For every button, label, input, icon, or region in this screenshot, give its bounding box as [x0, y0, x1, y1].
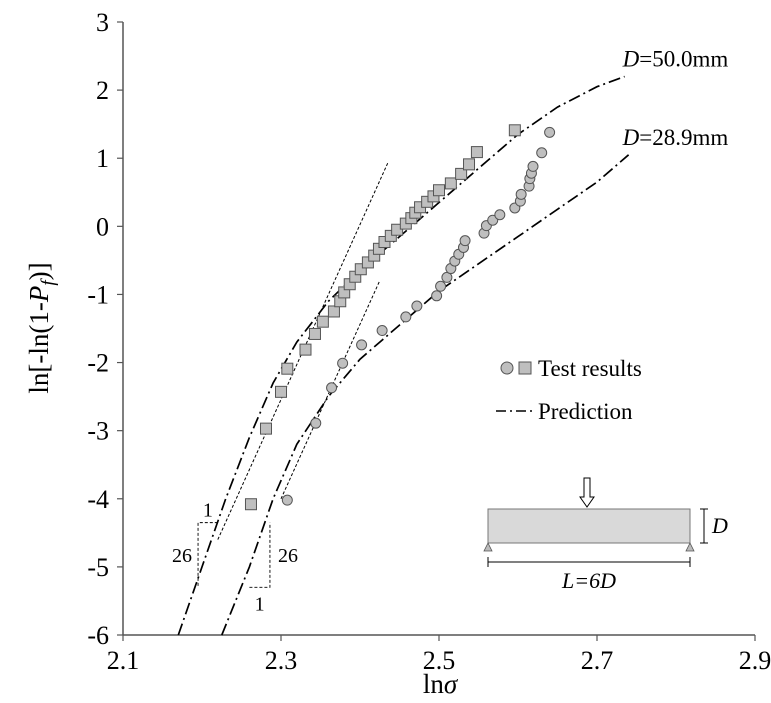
data-point-circle — [544, 126, 556, 138]
data-point-circle — [435, 280, 447, 292]
y-tick-label: -1 — [87, 280, 109, 309]
data-point-square — [463, 158, 476, 171]
data-point-square — [299, 343, 312, 356]
y-axis-title-pre: ln[-ln(1- — [24, 302, 54, 393]
y-axis-title-var: P — [24, 286, 54, 304]
data-point-square — [244, 498, 257, 511]
x-tick-label: 2.5 — [423, 646, 456, 675]
y-tick-label: -5 — [87, 553, 109, 582]
y-tick-label: -6 — [87, 621, 109, 650]
curve-label: D=50.0mm — [622, 46, 729, 71]
load-arrow-icon — [579, 477, 595, 508]
data-point-square — [508, 124, 521, 137]
y-tick-label: -2 — [87, 349, 109, 378]
y-tick-label: -3 — [87, 417, 109, 446]
legend-label-prediction: Prediction — [538, 399, 633, 424]
left-support-icon — [483, 542, 493, 552]
curve-label: D=28.9mm — [622, 125, 729, 150]
slope-run-label: 1 — [255, 593, 265, 615]
y-tick-label: 2 — [96, 76, 109, 105]
x-tick-label: 2.7 — [581, 646, 614, 675]
data-point-circle — [310, 417, 322, 429]
span-label: L=6D — [561, 568, 616, 593]
depth-label: D — [711, 513, 728, 538]
data-point-circle — [411, 300, 423, 312]
y-tick-label: 3 — [96, 8, 109, 37]
slope-triangle — [249, 522, 271, 588]
data-point-square — [384, 229, 397, 242]
y-axis-title-post: )] — [24, 262, 54, 280]
data-point-square — [361, 256, 374, 269]
slope-rise-label: 26 — [278, 545, 298, 567]
x-tick-label: 2.1 — [107, 646, 140, 675]
data-point-circle — [515, 188, 527, 200]
data-point-circle — [326, 382, 338, 394]
slope-triangle — [197, 522, 218, 588]
data-point-circle — [536, 147, 548, 159]
legend-square-marker — [518, 361, 532, 375]
data-point-square — [354, 263, 367, 276]
data-point-square — [378, 235, 391, 248]
beam-inset: D L=6D — [483, 477, 728, 593]
slope-rise-label: 26 — [172, 545, 192, 567]
data-point-square — [470, 146, 483, 159]
data-point-square — [316, 315, 329, 328]
x-axis-title-prefix: ln — [423, 669, 445, 699]
data-point-circle — [281, 494, 293, 506]
x-tick-label: 2.3 — [265, 646, 298, 675]
data-point-square — [433, 184, 445, 197]
data-point-square — [281, 362, 294, 375]
data-point-circle — [494, 209, 506, 221]
y-axis-ticks: 3 2 1 0 -1 -2 -3 -4 -5 -6 — [87, 8, 123, 650]
beam-body — [487, 508, 691, 544]
data-point-circle — [459, 235, 471, 247]
data-point-circle — [376, 325, 388, 337]
data-point-square — [308, 327, 321, 340]
series-markers — [244, 124, 556, 511]
y-tick-label: 0 — [96, 212, 109, 241]
y-axis-title: ln[-ln(1-Pf)] — [24, 262, 59, 393]
y-tick-label: 1 — [96, 144, 109, 173]
data-point-circle — [337, 357, 349, 369]
data-point-square — [275, 385, 287, 398]
x-axis-title-symbol: σ — [444, 669, 459, 699]
slope-triangles: 1 26 1 26 — [172, 500, 298, 616]
prediction-line — [221, 154, 630, 636]
data-point-circle — [527, 160, 539, 172]
legend-label-test-results: Test results — [538, 356, 642, 381]
data-point-square — [391, 223, 404, 236]
data-point-square — [259, 422, 272, 435]
right-support-icon — [685, 542, 695, 552]
y-tick-label: -4 — [87, 485, 109, 514]
x-tick-label: 2.9 — [739, 646, 771, 675]
legend-circle-marker — [500, 361, 514, 375]
data-point-circle — [400, 311, 412, 323]
y-axis-title-sub: f — [38, 278, 59, 286]
data-point-square — [444, 177, 457, 190]
data-point-circle — [431, 290, 443, 302]
x-axis-ticks: 2.1 2.3 2.5 2.7 2.9 — [107, 635, 771, 675]
slope-run-label: 1 — [203, 500, 213, 522]
x-axis-title: lnσ — [423, 669, 459, 699]
data-point-circle — [441, 271, 453, 283]
data-point-circle — [356, 339, 368, 351]
data-point-square — [455, 167, 468, 180]
legend: Test results Prediction — [496, 356, 642, 424]
data-point-square — [327, 305, 340, 318]
curve-labels: D=50.0mm D=28.9mm — [622, 46, 729, 149]
